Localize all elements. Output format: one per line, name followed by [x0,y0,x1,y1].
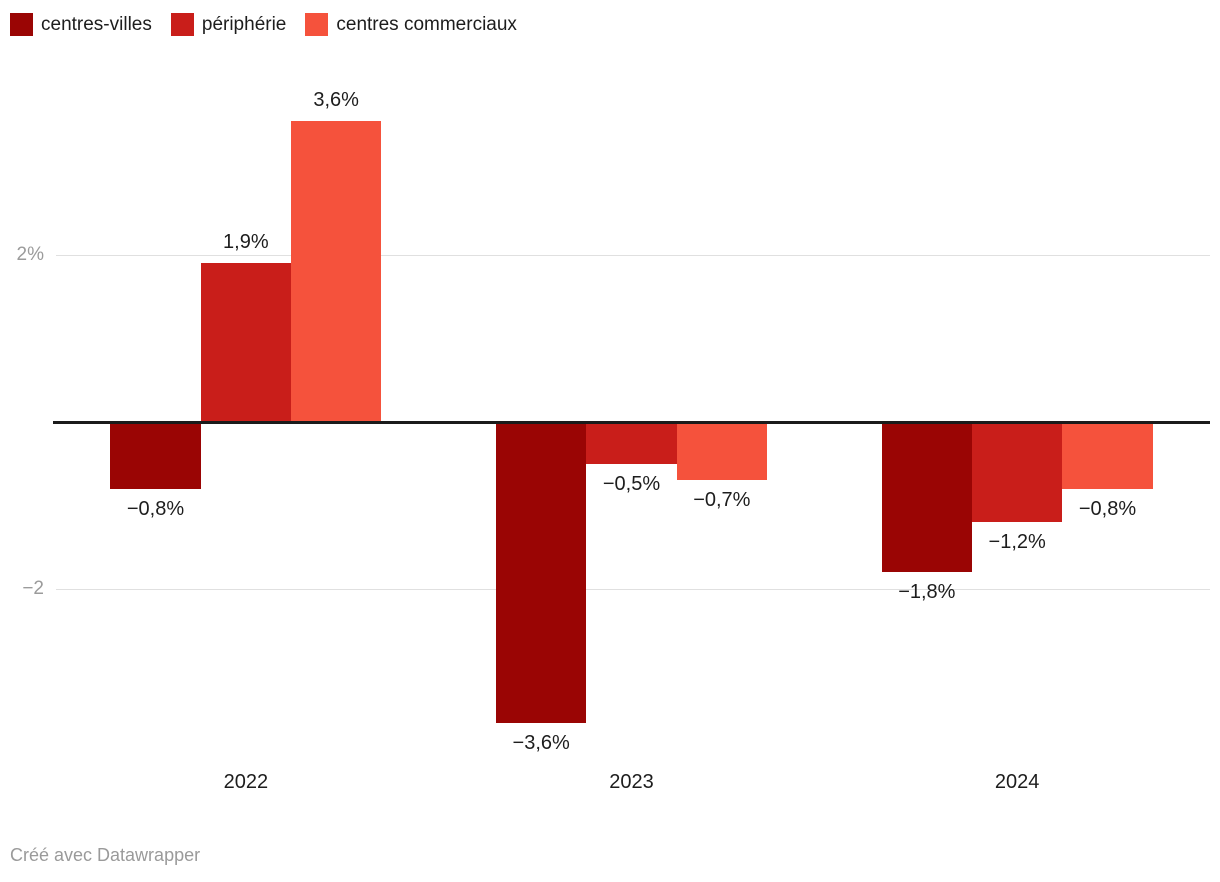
bar-2022-centres commerciaux [291,121,382,422]
value-label-2024-centres commerciaux: −0,8% [1078,497,1137,520]
gridline-−2 [56,589,1210,590]
credit-line: Créé avec Datawrapper [10,845,201,865]
value-label-2023-centres-villes: −3,6% [512,731,570,754]
bar-2022-centres-villes [110,422,201,489]
category-label-2022: 2022 [223,771,269,793]
legend-item-centres-commerciaux: centres commerciaux [305,13,517,36]
value-label-2024-centres-villes: −1,8% [898,581,956,604]
legend-label-centres-commerciaux: centres commerciaux [336,14,517,35]
legend-label-centres-villes: centres-villes [41,14,152,35]
gridline-2% [56,255,1210,256]
value-label-2022-centres-villes: −0,8% [126,497,185,520]
bar-2023-centres commerciaux [676,422,767,481]
value-label-2022-centres commerciaux: 3,6% [313,89,359,112]
y-tick-label-2%: 2% [16,244,44,265]
legend-item-centres-villes: centres-villes [10,13,152,36]
legend-label-peripherie: périphérie [201,14,287,35]
bar-2023-centres-villes [496,422,587,723]
bar-2024-centres-villes [881,422,972,573]
legend: centres-villes périphérie centres commer… [10,13,517,36]
value-label-2023-centres commerciaux: −0,7% [693,489,751,512]
category-label-2024: 2024 [994,771,1040,793]
legend-swatch-peripherie [170,13,194,36]
legend-swatch-centres-villes [10,13,33,36]
bar-2023-périphérie [586,422,677,464]
y-tick-label-−2: −2 [22,578,44,599]
zero-baseline [53,420,1210,424]
value-label-2023-périphérie: −0,5% [602,472,661,495]
legend-item-peripherie: périphérie [170,13,287,36]
value-label-2024-périphérie: −1,2% [988,531,1046,554]
value-label-2022-périphérie: 1,9% [223,231,269,254]
bar-2024-centres commerciaux [1062,422,1153,489]
category-label-2023: 2023 [609,771,654,793]
bar-2022-périphérie [200,263,291,422]
legend-swatch-centres-commerciaux [305,13,329,36]
bar-2024-périphérie [972,422,1063,523]
